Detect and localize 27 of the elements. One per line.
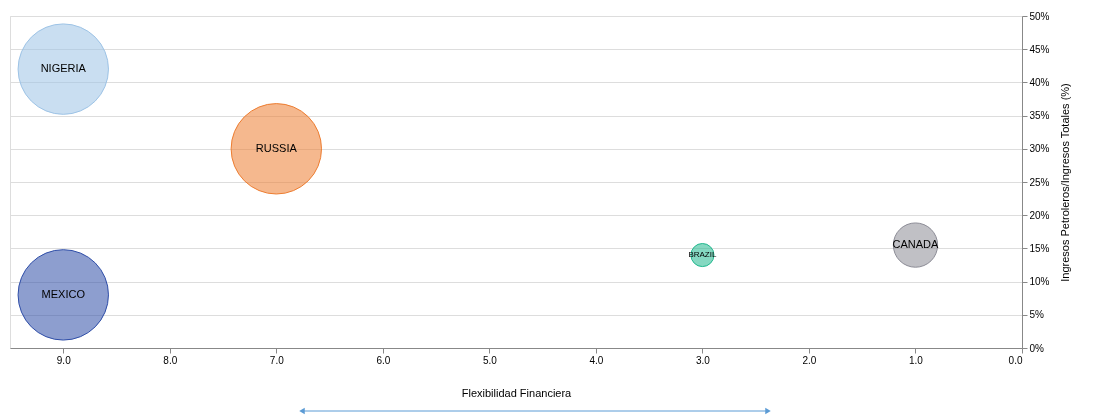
x-tick-label: 8.0 xyxy=(163,354,178,366)
x-tick-label: 6.0 xyxy=(376,354,391,366)
y-tick-label: 30% xyxy=(1029,143,1050,155)
x-tick-label: 5.0 xyxy=(482,354,498,366)
y-tick-label: 50% xyxy=(1029,10,1050,22)
y-tick-label: 10% xyxy=(1029,276,1050,288)
y-tick-label: 40% xyxy=(1029,76,1050,88)
x-tick-label: 7.0 xyxy=(269,354,285,366)
y-tick-label: 35% xyxy=(1029,110,1050,122)
x-tick-label: 1.0 xyxy=(909,354,924,366)
y-tick-label: 25% xyxy=(1029,176,1050,188)
series-label: CANADA xyxy=(892,238,940,251)
y-tick-label: 0% xyxy=(1029,342,1045,354)
x-tick-label: 0.0 xyxy=(1008,354,1023,366)
y-axis-title: Ingresos Petroleros/Ingresos Totales (%) xyxy=(1058,83,1071,282)
x-tick-label: 9.0 xyxy=(56,354,72,366)
series-label: NIGERIA xyxy=(40,62,87,75)
x-tick-label: 2.0 xyxy=(802,354,817,366)
y-tick-label: 45% xyxy=(1029,43,1050,55)
y-tick-label: 15% xyxy=(1029,242,1050,254)
x-tick-label: 4.0 xyxy=(589,354,604,366)
x-axis-title: Flexibilidad Financiera xyxy=(461,386,573,399)
series-label: MEXICO xyxy=(41,287,86,300)
y-tick-label: 20% xyxy=(1029,209,1050,221)
series-label: RUSSIA xyxy=(255,141,298,154)
x-tick-label: 3.0 xyxy=(695,354,711,366)
y-tick-label: 5% xyxy=(1029,309,1045,321)
